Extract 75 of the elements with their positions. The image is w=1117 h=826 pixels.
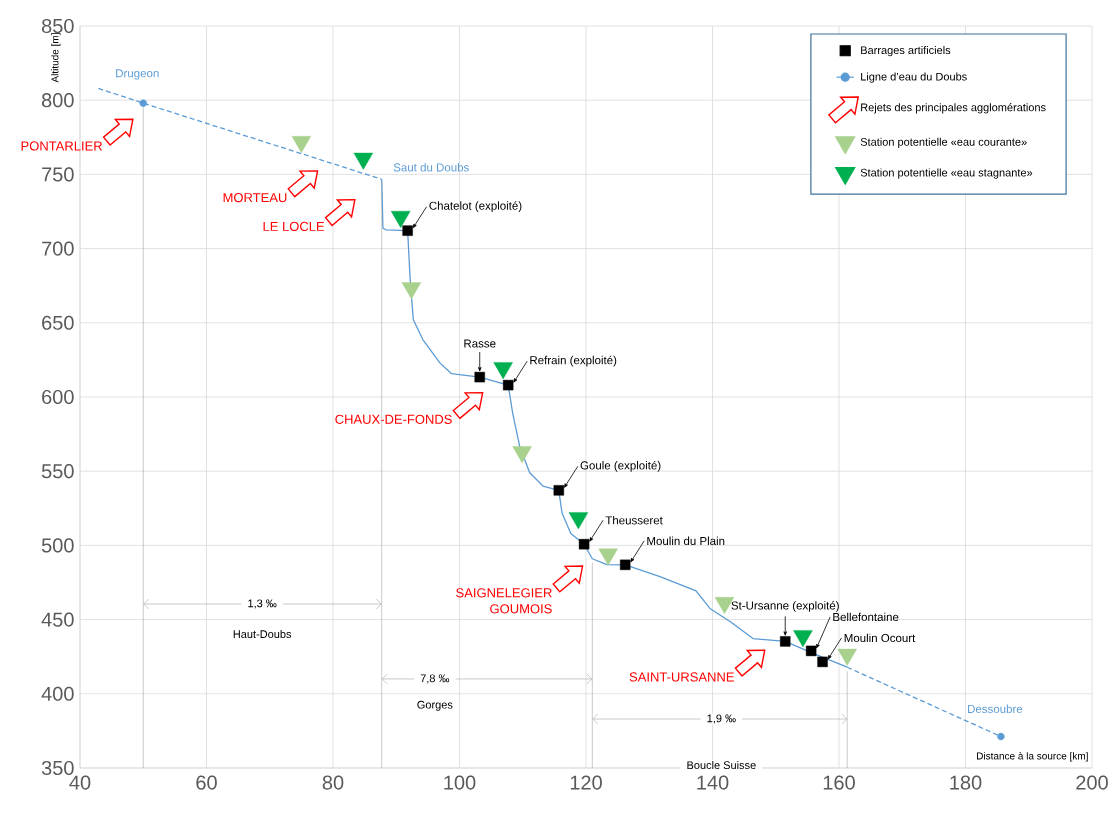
annotation: Refrain (exploité) [530, 355, 617, 367]
point [837, 648, 857, 666]
annotation: LE LOCLE [263, 221, 325, 231]
annotation: 1,3 ‰ [248, 599, 277, 609]
x-tick-label: 180 [950, 775, 982, 790]
x-tick-label: 200 [1076, 775, 1108, 790]
y-tick-label: 400 [41, 686, 74, 701]
point [401, 282, 422, 300]
y-tick-label: 650 [42, 315, 74, 330]
point [780, 636, 791, 647]
x-tick-label: 80 [322, 775, 344, 790]
annotation: 7,8 ‰ [420, 674, 450, 684]
annotation: Gorges [417, 700, 453, 711]
x-axis-title: Distance à la source [km] [977, 752, 1088, 762]
x-tick-label: 140 [697, 775, 729, 790]
annotation: Saut du Doubs [393, 163, 469, 172]
y-tick-label: 850 [41, 18, 74, 34]
point [390, 210, 411, 228]
legend-label: Rejets des principales agglomérations [861, 103, 1046, 114]
annotation: SAINT-URSANNE [629, 672, 734, 682]
legend-label: Station potentielle «eau courante» [860, 137, 1027, 148]
annotation: Moulin du Plain [647, 536, 725, 546]
x-tick-label: 120 [570, 775, 602, 790]
annotation: PONTARLIER [21, 141, 103, 151]
y-tick-label: 750 [42, 167, 74, 182]
annotation: CHAUX-DE-FONDS [335, 414, 452, 424]
annotation: Bellefontaine [833, 612, 899, 622]
annotation: Boucle Suisse [687, 760, 756, 770]
legend-label: Station potentielle «eau stagnante» [860, 168, 1033, 179]
point [324, 198, 356, 227]
annotation: Rasse [464, 339, 496, 348]
annotation: GOUMOIS [490, 604, 552, 614]
x-tick-label: 160 [823, 775, 855, 790]
point [287, 170, 319, 198]
point [353, 152, 374, 170]
x-tick-label: 100 [444, 775, 476, 790]
y-tick-label: 800 [41, 93, 74, 108]
annotation: St-Ursanne (exploité) [731, 601, 839, 612]
point [102, 118, 134, 146]
point [997, 732, 1005, 741]
y-tick-label: 500 [41, 538, 74, 553]
annotation: MORTEAU [223, 193, 287, 203]
point [793, 630, 813, 648]
y-tick-label: 450 [41, 612, 74, 627]
annotation: SAIGNELEGIER [456, 588, 552, 598]
point [291, 136, 312, 153]
point [452, 391, 484, 420]
annotation: Chatelot (exploité) [429, 201, 522, 213]
y-tick-label: 700 [42, 241, 74, 256]
annotation: Haut-Doubs [233, 629, 292, 639]
annotation: Goule (exploité) [580, 460, 661, 472]
point [598, 548, 618, 566]
x-tick-label: 40 [69, 775, 91, 790]
legend-label: Ligne d’eau du Doubs [861, 72, 967, 83]
annotation: Moulin Ocourt [844, 633, 916, 643]
legend-label: Barrages artificiels [861, 46, 951, 57]
point [493, 362, 513, 380]
y-tick-label: 350 [41, 760, 74, 776]
point [817, 656, 828, 668]
x-tick-label: 60 [196, 775, 217, 790]
point [553, 485, 564, 496]
point [578, 539, 590, 550]
y-tick-label: 600 [42, 389, 74, 405]
point [734, 649, 766, 677]
point [805, 645, 817, 657]
point [552, 565, 584, 593]
annotation: Dessoubre [968, 704, 1023, 713]
point [568, 512, 589, 530]
y-tick-label: 550 [41, 464, 74, 479]
y-axis-title: Altitude [m] [51, 33, 61, 83]
point [512, 446, 532, 464]
point [620, 559, 631, 571]
annotation: Drugeon [116, 69, 159, 80]
annotation: 1,9 ‰ [707, 714, 736, 724]
annotation: Theusseret [605, 515, 663, 525]
